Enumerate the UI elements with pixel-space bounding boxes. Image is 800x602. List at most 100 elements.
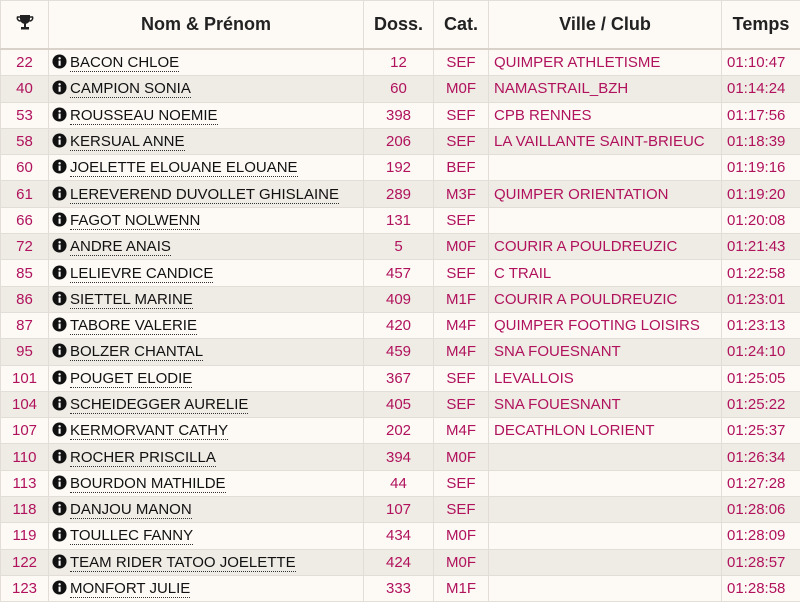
runner-name[interactable]: ROCHER PRISCILLA: [70, 449, 216, 467]
bib-cell: 44: [364, 470, 434, 496]
name-cell: CAMPION SONIA: [49, 76, 364, 102]
info-icon[interactable]: [52, 265, 67, 280]
info-icon[interactable]: [52, 317, 67, 332]
info-icon[interactable]: [52, 80, 67, 95]
runner-name[interactable]: LELIEVRE CANDICE: [70, 265, 213, 283]
time-cell: 01:18:39: [722, 128, 800, 154]
runner-name[interactable]: KERMORVANT CATHY: [70, 422, 228, 440]
time-cell: 01:23:01: [722, 286, 800, 312]
bib-cell: 409: [364, 286, 434, 312]
name-cell: LELIEVRE CANDICE: [49, 260, 364, 286]
runner-name[interactable]: FAGOT NOLWENN: [70, 212, 200, 230]
info-icon[interactable]: [52, 475, 67, 490]
runner-name[interactable]: ROUSSEAU NOEMIE: [70, 107, 218, 125]
runner-name[interactable]: CAMPION SONIA: [70, 80, 191, 98]
runner-name[interactable]: MONFORT JULIE: [70, 580, 190, 598]
runner-name[interactable]: ANDRE ANAIS: [70, 238, 171, 256]
info-icon[interactable]: [52, 343, 67, 358]
name-cell: JOELETTE ELOUANE ELOUANE: [49, 155, 364, 181]
rank-cell: 61: [1, 181, 49, 207]
info-icon[interactable]: [52, 238, 67, 253]
name-cell: ANDRE ANAIS: [49, 234, 364, 260]
runner-name[interactable]: JOELETTE ELOUANE ELOUANE: [70, 159, 298, 177]
club-cell: COURIR A POULDREUZIC: [489, 234, 722, 260]
info-icon[interactable]: [52, 291, 67, 306]
time-cell: 01:25:22: [722, 391, 800, 417]
club-cell: DECATHLON LORIENT: [489, 418, 722, 444]
rank-cell: 122: [1, 549, 49, 575]
rank-cell: 104: [1, 391, 49, 417]
runner-name[interactable]: BOURDON MATHILDE: [70, 475, 226, 493]
club-cell: LA VAILLANTE SAINT-BRIEUC: [489, 128, 722, 154]
runner-name[interactable]: KERSUAL ANNE: [70, 133, 185, 151]
name-cell: TOULLEC FANNY: [49, 523, 364, 549]
name-cell: BACON CHLOE: [49, 49, 364, 76]
info-icon[interactable]: [52, 449, 67, 464]
club-cell: QUIMPER ATHLETISME: [489, 49, 722, 76]
club-cell: [489, 470, 722, 496]
rank-cell: 22: [1, 49, 49, 76]
name-cell: BOURDON MATHILDE: [49, 470, 364, 496]
runner-name[interactable]: BACON CHLOE: [70, 54, 179, 72]
column-header[interactable]: Cat.: [434, 1, 489, 50]
info-icon[interactable]: [52, 159, 67, 174]
time-cell: 01:28:09: [722, 523, 800, 549]
runner-name[interactable]: TEAM RIDER TATOO JOELETTE: [70, 554, 296, 572]
column-header[interactable]: Ville / Club: [489, 1, 722, 50]
runner-name[interactable]: SCHEIDEGGER AURELIE: [70, 396, 248, 414]
runner-name[interactable]: LEREVEREND DUVOLLET GHISLAINE: [70, 186, 339, 204]
category-cell: SEF: [434, 102, 489, 128]
bib-cell: 420: [364, 312, 434, 338]
runner-name[interactable]: DANJOU MANON: [70, 501, 192, 519]
column-header[interactable]: Doss.: [364, 1, 434, 50]
category-cell: M3F: [434, 181, 489, 207]
runner-name[interactable]: POUGET ELODIE: [70, 370, 192, 388]
club-cell: [489, 444, 722, 470]
info-icon[interactable]: [52, 501, 67, 516]
info-icon[interactable]: [52, 186, 67, 201]
time-cell: 01:14:24: [722, 76, 800, 102]
category-cell: SEF: [434, 49, 489, 76]
rank-header[interactable]: [1, 1, 49, 50]
bib-cell: 12: [364, 49, 434, 76]
bib-cell: 192: [364, 155, 434, 181]
name-cell: KERSUAL ANNE: [49, 128, 364, 154]
bib-cell: 457: [364, 260, 434, 286]
runner-name[interactable]: TOULLEC FANNY: [70, 527, 193, 545]
category-cell: SEF: [434, 365, 489, 391]
info-icon[interactable]: [52, 107, 67, 122]
column-header[interactable]: Temps: [722, 1, 800, 50]
rank-cell: 118: [1, 497, 49, 523]
info-icon[interactable]: [52, 370, 67, 385]
info-icon[interactable]: [52, 554, 67, 569]
club-cell: [489, 155, 722, 181]
runner-name[interactable]: BOLZER CHANTAL: [70, 343, 203, 361]
info-icon[interactable]: [52, 396, 67, 411]
info-icon[interactable]: [52, 580, 67, 595]
time-cell: 01:23:13: [722, 312, 800, 338]
bib-cell: 5: [364, 234, 434, 260]
runner-name[interactable]: TABORE VALERIE: [70, 317, 197, 335]
info-icon[interactable]: [52, 133, 67, 148]
rank-cell: 119: [1, 523, 49, 549]
rank-cell: 113: [1, 470, 49, 496]
column-header[interactable]: Nom & Prénom: [49, 1, 364, 50]
info-icon[interactable]: [52, 527, 67, 542]
club-cell: [489, 549, 722, 575]
name-cell: TEAM RIDER TATOO JOELETTE: [49, 549, 364, 575]
bib-cell: 206: [364, 128, 434, 154]
club-cell: CPB RENNES: [489, 102, 722, 128]
info-icon[interactable]: [52, 54, 67, 69]
info-icon[interactable]: [52, 422, 67, 437]
info-icon[interactable]: [52, 212, 67, 227]
runner-name[interactable]: SIETTEL MARINE: [70, 291, 193, 309]
rank-cell: 95: [1, 339, 49, 365]
